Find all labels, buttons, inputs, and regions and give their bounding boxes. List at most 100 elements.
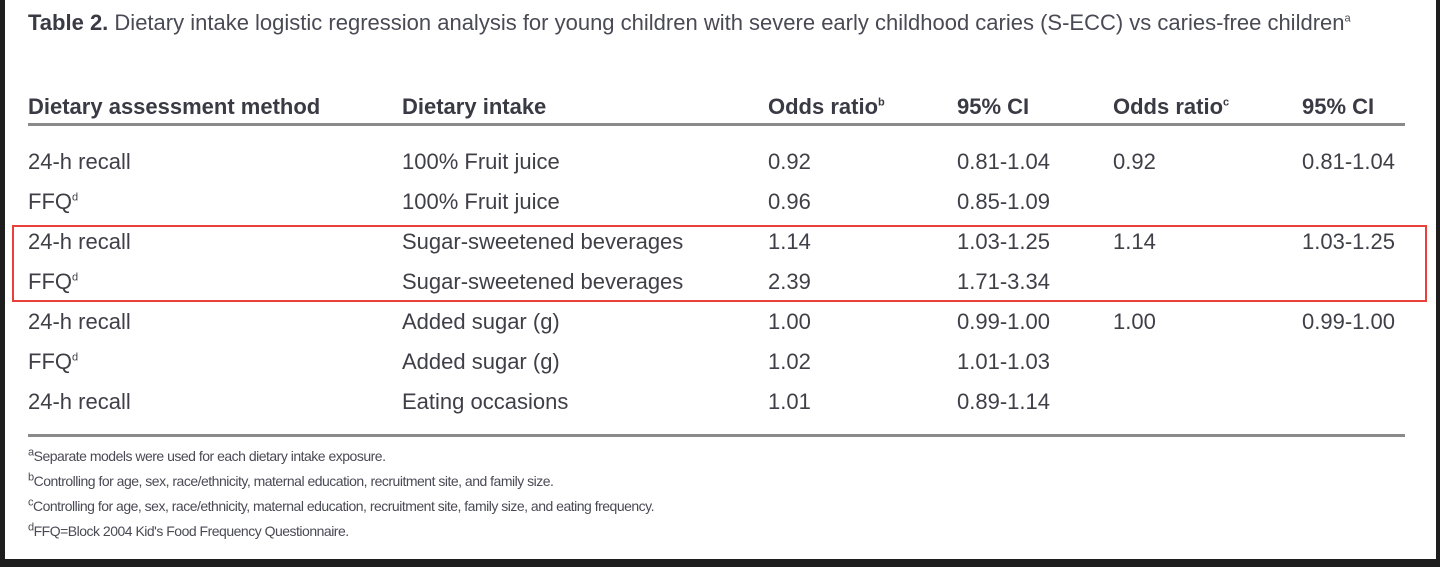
cell-text: 100% Fruit juice	[402, 149, 560, 174]
cell-intake: Sugar-sweetened beverages	[402, 269, 683, 295]
footnote-marker: b	[28, 471, 34, 484]
footnote: cControlling for age, sex, race/ethnicit…	[28, 496, 655, 514]
cell-or-b: 1.01	[768, 389, 811, 415]
cell-text: 1.14	[768, 229, 811, 254]
cell-text: 0.99-1.00	[957, 309, 1050, 334]
table-caption: Table 2. Dietary intake logistic regress…	[28, 10, 1398, 36]
cell-ci-c: 1.03-1.25	[1302, 229, 1395, 255]
column-header-text: Dietary assessment method	[28, 94, 321, 119]
footnote: bControlling for age, sex, race/ethnicit…	[28, 471, 554, 489]
bottom-rule	[28, 434, 1405, 437]
cell-or-c: 1.14	[1113, 229, 1156, 255]
cell-intake: 100% Fruit juice	[402, 189, 560, 215]
footnote: aSeparate models were used for each diet…	[28, 446, 386, 464]
cell-or-c: 0.92	[1113, 149, 1156, 175]
cell-text: 0.92	[768, 149, 811, 174]
cell-text: 0.99-1.00	[1302, 309, 1395, 334]
cell-ci-c: 0.81-1.04	[1302, 149, 1395, 175]
cell-or-b: 1.02	[768, 349, 811, 375]
cell-text: 1.00	[1113, 309, 1156, 334]
cell-text: 1.01	[768, 389, 811, 414]
footnote: dFFQ=Block 2004 Kid's Food Frequency Que…	[28, 521, 350, 539]
cell-method: FFQd	[28, 269, 78, 295]
header-rule	[28, 123, 1405, 126]
column-header-text: Odds ratio	[1113, 94, 1224, 119]
cell-ci-b: 0.81-1.04	[957, 149, 1050, 175]
cell-text: Sugar-sweetened beverages	[402, 229, 684, 254]
column-header-text: 95% CI	[957, 94, 1030, 119]
footnote-marker: d	[28, 521, 34, 534]
cell-intake: Added sugar (g)	[402, 349, 560, 375]
cell-text: FFQ	[28, 269, 72, 294]
cell-text: 24-h recall	[28, 389, 131, 414]
cell-text: 1.14	[1113, 229, 1156, 254]
cell-intake: 100% Fruit juice	[402, 149, 560, 175]
cell-text: 1.71-3.34	[957, 269, 1050, 294]
cell-intake: Eating occasions	[402, 389, 568, 415]
cell-text: 1.00	[768, 309, 811, 334]
cell-text: Added sugar (g)	[402, 349, 560, 374]
cell-text: 0.85-1.09	[957, 189, 1050, 214]
cell-ci-c: 0.99-1.00	[1302, 309, 1395, 335]
cell-text: 24-h recall	[28, 229, 131, 254]
cell-or-c: 1.00	[1113, 309, 1156, 335]
cell-or-b: 0.96	[768, 189, 811, 215]
cell-method: FFQd	[28, 189, 78, 215]
document-page: Table 2. Dietary intake logistic regress…	[5, 0, 1436, 559]
cell-method: FFQd	[28, 349, 78, 375]
cell-ci-b: 1.03-1.25	[957, 229, 1050, 255]
footnote-text: Controlling for age, sex, race/ethnicity…	[33, 498, 655, 514]
cell-text: 1.02	[768, 349, 811, 374]
footnote-marker: c	[1223, 96, 1230, 109]
cell-or-b: 1.14	[768, 229, 811, 255]
cell-text: Added sugar (g)	[402, 309, 560, 334]
highlight-box	[12, 225, 1427, 302]
cell-text: 0.92	[1113, 149, 1156, 174]
cell-text: 100% Fruit juice	[402, 189, 560, 214]
cell-ci-b: 0.85-1.09	[957, 189, 1050, 215]
cell-text: FFQ	[28, 189, 72, 214]
column-header-text: Odds ratio	[768, 94, 879, 119]
cell-text: 24-h recall	[28, 309, 131, 334]
cell-ci-b: 1.01-1.03	[957, 349, 1050, 375]
column-header-text: Dietary intake	[402, 94, 547, 119]
cell-text: 0.81-1.04	[957, 149, 1050, 174]
cell-text: 24-h recall	[28, 149, 131, 174]
footnote-marker: d	[72, 191, 79, 204]
cell-or-b: 1.00	[768, 309, 811, 335]
column-header: 95% CI	[1302, 94, 1374, 120]
cell-text: Eating occasions	[402, 389, 569, 414]
footnote-marker: c	[28, 496, 34, 509]
cell-text: Sugar-sweetened beverages	[402, 269, 684, 294]
cell-or-b: 0.92	[768, 149, 811, 175]
column-header-text: 95% CI	[1302, 94, 1375, 119]
cell-text: 0.81-1.04	[1302, 149, 1395, 174]
column-header: Odds ratiob	[768, 94, 885, 120]
cell-text: 1.01-1.03	[957, 349, 1050, 374]
caption-text: Dietary intake logistic regression analy…	[114, 10, 1345, 35]
footnote-marker: b	[878, 96, 885, 109]
cell-intake: Added sugar (g)	[402, 309, 560, 335]
footnote-marker: d	[72, 271, 79, 284]
cell-method: 24-h recall	[28, 229, 131, 255]
caption-footnote-marker: a	[1344, 12, 1351, 25]
cell-ci-b: 0.89-1.14	[957, 389, 1050, 415]
cell-or-b: 2.39	[768, 269, 811, 295]
cell-ci-b: 1.71-3.34	[957, 269, 1050, 295]
footnote-marker: a	[28, 446, 34, 459]
cell-method: 24-h recall	[28, 149, 131, 175]
column-header: Odds ratioc	[1113, 94, 1229, 120]
cell-text: 0.89-1.14	[957, 389, 1050, 414]
cell-text: 1.03-1.25	[957, 229, 1050, 254]
cell-intake: Sugar-sweetened beverages	[402, 229, 683, 255]
footnote-text: Separate models were used for each dieta…	[33, 448, 386, 464]
cell-text: FFQ	[28, 349, 72, 374]
column-header: 95% CI	[957, 94, 1029, 120]
table-label: Table 2.	[28, 10, 109, 35]
column-header: Dietary assessment method	[28, 94, 320, 120]
cell-method: 24-h recall	[28, 389, 131, 415]
footnote-marker: d	[72, 351, 79, 364]
column-header: Dietary intake	[402, 94, 546, 120]
footnote-text: FFQ=Block 2004 Kid's Food Frequency Ques…	[33, 523, 350, 539]
cell-ci-b: 0.99-1.00	[957, 309, 1050, 335]
